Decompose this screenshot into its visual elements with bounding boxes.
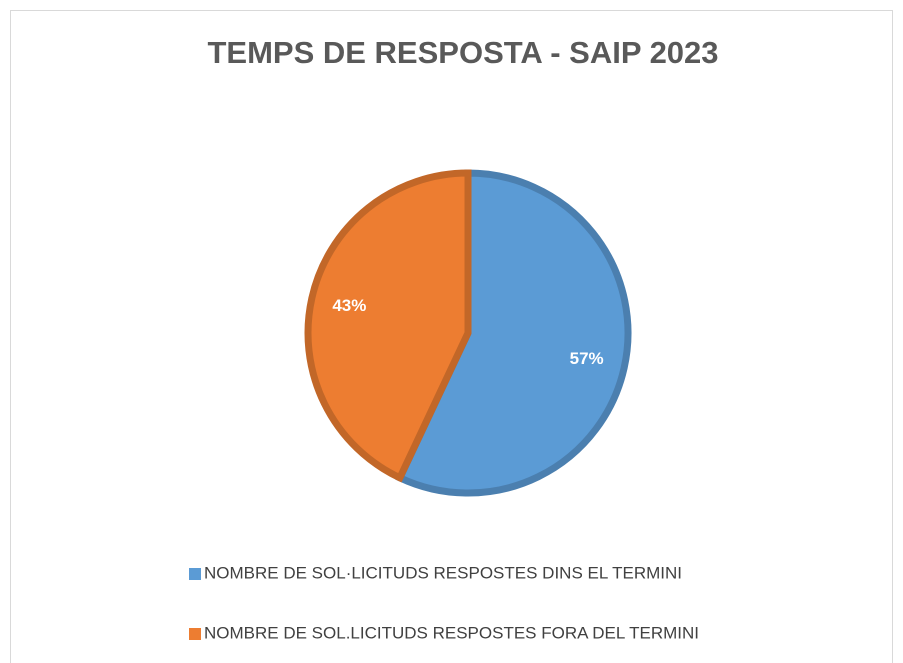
pie-slice — [304, 169, 472, 483]
legend-label: NOMBRE DE SOL.LICITUDS RESPOSTES FORA DE… — [204, 623, 699, 642]
legend-swatch — [189, 628, 201, 640]
data-label: 43% — [332, 296, 366, 315]
chart-title: TEMPS DE RESPOSTA - SAIP 2023 — [207, 35, 718, 70]
legend-swatch — [189, 568, 201, 580]
legend-label: NOMBRE DE SOL·LICITUDS RESPOSTES DINS EL… — [204, 563, 682, 582]
pie-slice — [395, 169, 632, 497]
data-label: 57% — [570, 349, 604, 368]
